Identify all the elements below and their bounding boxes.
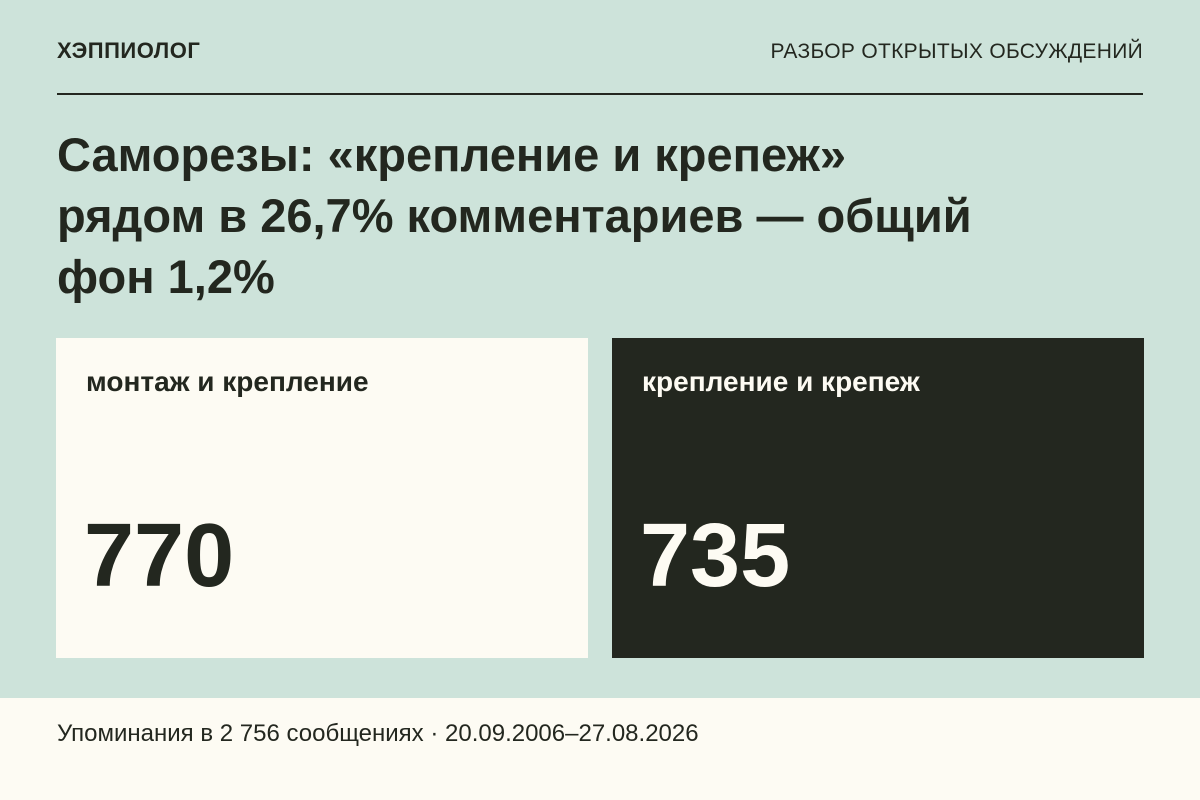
stat-card: крепление и крепеж 735 (612, 338, 1144, 658)
footer: Упоминания в 2 756 сообщениях · 20.09.20… (0, 698, 1200, 800)
brand: ХЭППИОЛОГ (57, 38, 201, 63)
section-label: РАЗБОР ОТКРЫТЫХ ОБСУЖДЕНИЙ (770, 40, 1143, 63)
title: Саморезы: «крепление и крепеж» рядом в 2… (57, 124, 972, 307)
title-line: фон 1,2% (57, 250, 275, 303)
divider (57, 93, 1143, 95)
card-label: крепление и крепеж (642, 366, 920, 397)
title-line: Саморезы: «крепление и крепеж» (57, 128, 847, 181)
card-value: 770 (84, 506, 235, 606)
footer-text: Упоминания в 2 756 сообщениях · 20.09.20… (57, 720, 699, 747)
card-value: 735 (640, 506, 791, 606)
title-line: рядом в 26,7% комментариев — общий (57, 189, 972, 242)
card-label: монтаж и крепление (86, 366, 369, 397)
stat-card: монтаж и крепление 770 (56, 338, 588, 658)
